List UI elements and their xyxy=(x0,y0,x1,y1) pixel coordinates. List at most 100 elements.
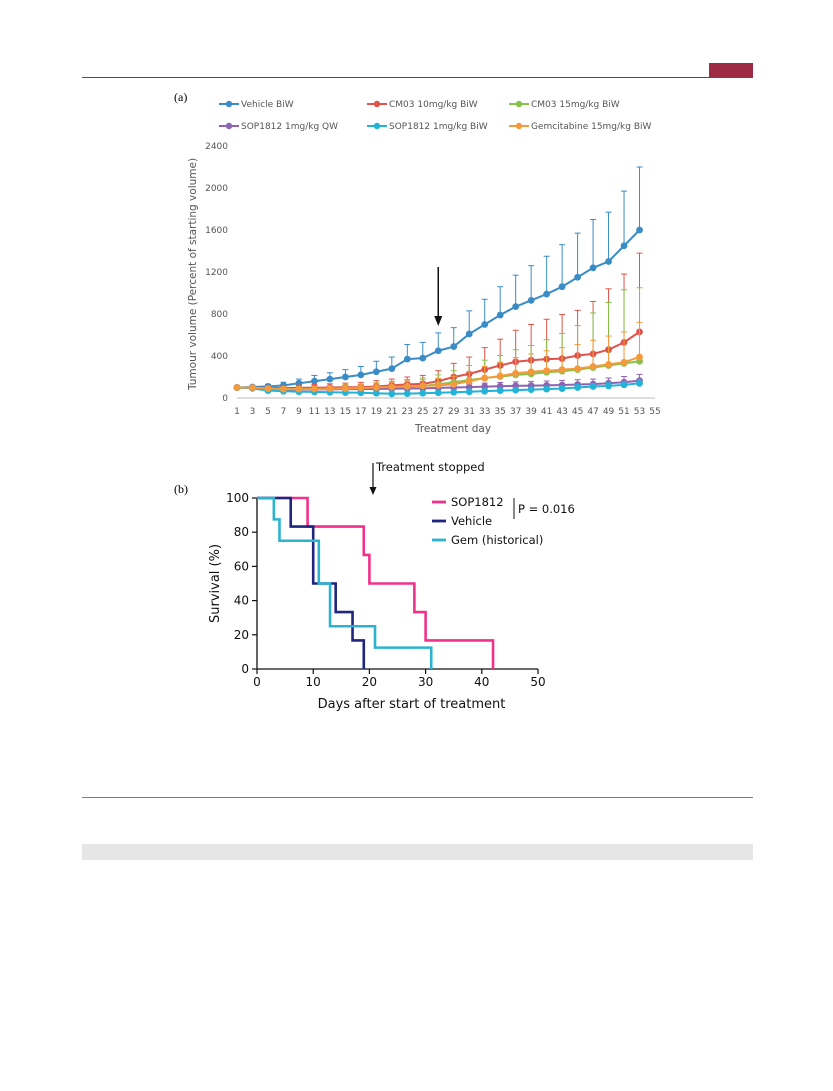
series-group xyxy=(233,321,643,393)
legend-label: CM03 15mg/kg BiW xyxy=(531,100,620,110)
x-tick-label: 37 xyxy=(510,407,521,417)
legend-swatch-dot xyxy=(515,122,523,130)
data-point xyxy=(620,358,628,366)
x-tick-label: 39 xyxy=(525,407,537,417)
data-point xyxy=(481,387,489,395)
data-point xyxy=(620,381,628,389)
data-point xyxy=(558,283,566,291)
legend-label: Gem (historical) xyxy=(451,533,543,547)
header-rule xyxy=(82,77,753,78)
x-tick-label: 25 xyxy=(417,407,428,417)
data-point xyxy=(403,355,411,363)
y-tick-label: 40 xyxy=(234,594,249,608)
x-tick-label: 21 xyxy=(386,407,397,417)
x-tick-label: 13 xyxy=(324,407,335,417)
data-point xyxy=(372,384,380,391)
data-point xyxy=(326,385,334,393)
data-point xyxy=(558,366,566,374)
y-tick-label: 800 xyxy=(211,310,228,320)
x-tick-label: 41 xyxy=(541,407,552,417)
data-point xyxy=(465,330,473,338)
data-point xyxy=(372,389,380,397)
y-tick-label: 1600 xyxy=(205,226,228,236)
x-tick-label: 23 xyxy=(402,407,413,417)
survival-curve xyxy=(257,496,433,669)
data-point xyxy=(636,353,643,361)
x-tick-label: 1 xyxy=(234,407,240,417)
data-point xyxy=(311,385,318,393)
data-point xyxy=(388,383,396,391)
data-point xyxy=(589,264,597,272)
y-tick-label: 2000 xyxy=(205,184,228,194)
treatment-arrow-head xyxy=(434,316,443,326)
x-tick-label: 55 xyxy=(649,407,660,417)
data-point xyxy=(233,384,241,391)
data-point xyxy=(496,311,504,319)
header-tab xyxy=(709,63,753,78)
x-tick-label: 29 xyxy=(448,407,460,417)
data-point xyxy=(558,385,566,392)
data-point xyxy=(543,385,551,393)
y-tick-label: 0 xyxy=(241,662,249,676)
y-tick-label: 400 xyxy=(211,352,228,362)
x-tick-label: 31 xyxy=(463,407,474,417)
data-point xyxy=(512,369,520,377)
data-point xyxy=(543,290,551,298)
x-tick-label: 9 xyxy=(296,407,302,417)
data-point xyxy=(605,258,612,265)
data-point xyxy=(450,388,458,396)
data-point xyxy=(620,242,628,250)
legend-label: SOP1812 1mg/kg BiW xyxy=(389,122,488,132)
panel-b-label: (b) xyxy=(174,482,188,496)
data-point xyxy=(527,368,535,376)
y-tick-label: 20 xyxy=(234,628,249,642)
data-point xyxy=(357,371,365,379)
legend-label: Vehicle xyxy=(451,514,492,528)
data-point xyxy=(465,388,473,396)
legend-swatch-dot xyxy=(373,122,381,130)
data-point xyxy=(434,347,442,355)
y-tick-label: 100 xyxy=(226,491,249,505)
data-point xyxy=(574,384,581,391)
x-tick-label: 30 xyxy=(418,675,433,689)
data-point xyxy=(574,273,581,281)
data-point xyxy=(372,368,380,376)
x-tick-label: 3 xyxy=(250,407,256,417)
data-point xyxy=(388,365,396,372)
data-point xyxy=(403,390,411,397)
data-point xyxy=(496,387,504,395)
x-tick-label: 33 xyxy=(479,407,490,417)
footer-rule xyxy=(82,797,753,798)
x-tick-label: 40 xyxy=(474,675,489,689)
legend-label: Vehicle BiW xyxy=(241,100,294,110)
y-tick-label: 2400 xyxy=(205,142,228,152)
survival-curve xyxy=(257,496,366,669)
legend-swatch-dot xyxy=(515,100,523,108)
data-point xyxy=(605,382,612,390)
legend-swatch-dot xyxy=(225,122,233,130)
data-point xyxy=(357,384,365,392)
x-tick-label: 10 xyxy=(306,675,321,689)
x-tick-label: 45 xyxy=(572,407,583,417)
p-value-label: P = 0.016 xyxy=(518,502,575,516)
data-point xyxy=(636,379,643,387)
data-point xyxy=(589,363,597,370)
x-tick-label: 47 xyxy=(587,407,598,417)
treatment-stopped-label: Treatment stopped xyxy=(375,460,485,474)
data-point xyxy=(434,382,442,389)
x-tick-label: 11 xyxy=(309,407,320,417)
data-point xyxy=(264,385,272,392)
y-tick-label: 60 xyxy=(234,559,249,573)
data-point xyxy=(512,386,520,394)
data-point xyxy=(388,390,396,398)
y-axis-title: Tumour volume (Percent of starting volum… xyxy=(187,158,199,391)
data-point xyxy=(543,367,551,375)
x-tick-label: 49 xyxy=(603,407,615,417)
legend-swatch-dot xyxy=(373,100,381,108)
data-point xyxy=(280,385,287,393)
data-point xyxy=(481,374,489,382)
data-point xyxy=(512,303,520,311)
x-tick-label: 43 xyxy=(556,407,567,417)
data-point xyxy=(419,382,427,390)
